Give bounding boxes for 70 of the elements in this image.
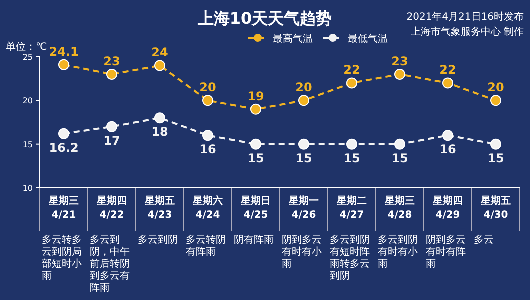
data-label: 16.2	[49, 140, 79, 155]
data-label: 15	[248, 151, 264, 166]
text: 多云转阴有阵雨	[186, 235, 227, 259]
point	[106, 68, 118, 80]
y-tick-label: 15	[22, 140, 33, 150]
point	[250, 138, 262, 150]
x-tick-label: 星期四 4/29	[432, 195, 463, 221]
text: 多云到阴有时有小雨	[378, 235, 419, 271]
legend-label: 最高气温	[273, 33, 313, 45]
data-label: 20	[296, 80, 312, 95]
y-tick-label: 20	[22, 96, 33, 106]
text: 阴有阵雨	[234, 235, 275, 247]
x-tick-label: 星期五 4/23	[144, 195, 175, 221]
data-label: 15	[296, 151, 312, 166]
text: 多云到阴，中午前后转阴到多云有阵雨	[90, 235, 131, 295]
point	[154, 60, 166, 72]
point	[346, 138, 358, 150]
data-label: 18	[152, 125, 168, 140]
y-tick-label: 25	[22, 53, 33, 62]
data-label: 15	[488, 151, 504, 166]
point	[298, 95, 310, 106]
text: 上海市气象服务中心 制作	[410, 26, 524, 38]
text: 2021年4月21日16时发布	[406, 11, 524, 23]
point	[202, 95, 214, 106]
x-tick-label: 星期日 4/25	[240, 195, 271, 221]
text: 多云	[474, 235, 495, 247]
y-tick-label: 10	[22, 184, 33, 193]
x-tick-label: 星期五 4/30	[480, 195, 511, 221]
point	[442, 130, 454, 142]
text: 多云到阴	[138, 235, 179, 247]
point	[394, 138, 406, 150]
point	[346, 78, 358, 89]
data-label: 16	[200, 142, 216, 157]
data-label: 16	[440, 142, 456, 157]
point	[490, 138, 502, 150]
x-tick-label: 星期三 4/28	[384, 195, 415, 221]
point	[106, 121, 118, 132]
data-label: 15	[344, 151, 360, 166]
x-tick-label: 星期四 4/22	[96, 195, 127, 221]
data-label: 22	[440, 63, 456, 78]
point	[490, 95, 502, 106]
point	[442, 78, 454, 89]
data-label: 19	[248, 89, 264, 104]
point	[394, 68, 406, 80]
text: 阴到多云有时有阵雨	[426, 235, 467, 271]
data-label: 24.1	[49, 44, 79, 59]
data-label: 23	[392, 54, 408, 68]
data-label: 15	[392, 151, 408, 166]
text: 阴到多云有时有小雨	[282, 235, 323, 271]
x-tick-label: 星期三 4/21	[48, 195, 79, 221]
data-label: 22	[344, 63, 360, 78]
y-axis-title: 单位：℃	[6, 41, 48, 53]
point	[58, 59, 70, 70]
chart-title: 上海10天天气趋势	[196, 9, 332, 28]
data-label: 20	[488, 80, 504, 95]
x-tick-label: 星期六 4/24	[192, 195, 223, 221]
x-tick-label: 星期一 4/26	[288, 195, 319, 221]
data-label: 24	[152, 46, 168, 60]
text: 多云转多云到阴局部短时小雨	[42, 235, 83, 283]
point	[298, 138, 310, 150]
point	[250, 104, 262, 115]
data-label: 20	[200, 80, 216, 95]
legend-label: 最低气温	[348, 33, 388, 45]
data-label: 23	[104, 54, 120, 68]
text: 多云到阴有短时阵雨转多云到阴	[330, 235, 371, 283]
point	[202, 130, 214, 142]
x-tick-label: 星期二 4/27	[336, 195, 367, 221]
point	[58, 128, 70, 140]
point	[154, 112, 166, 124]
data-label: 17	[104, 134, 120, 148]
